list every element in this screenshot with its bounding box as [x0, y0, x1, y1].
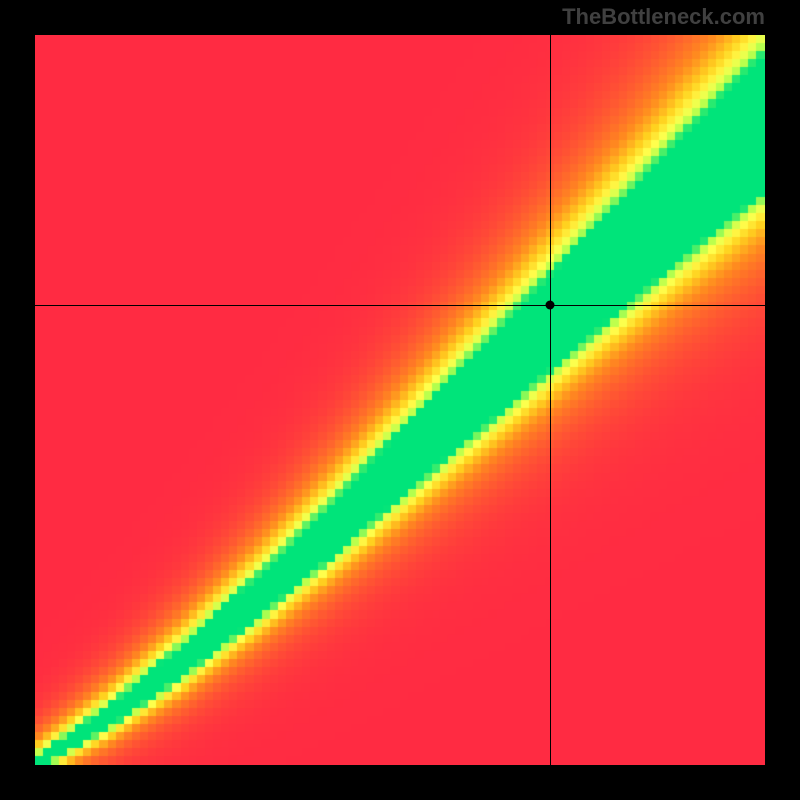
plot-area — [35, 35, 765, 765]
heatmap-canvas — [35, 35, 765, 765]
crosshair-vertical — [550, 35, 551, 765]
watermark-text: TheBottleneck.com — [562, 4, 765, 30]
crosshair-marker — [545, 301, 554, 310]
crosshair-horizontal — [35, 305, 765, 306]
